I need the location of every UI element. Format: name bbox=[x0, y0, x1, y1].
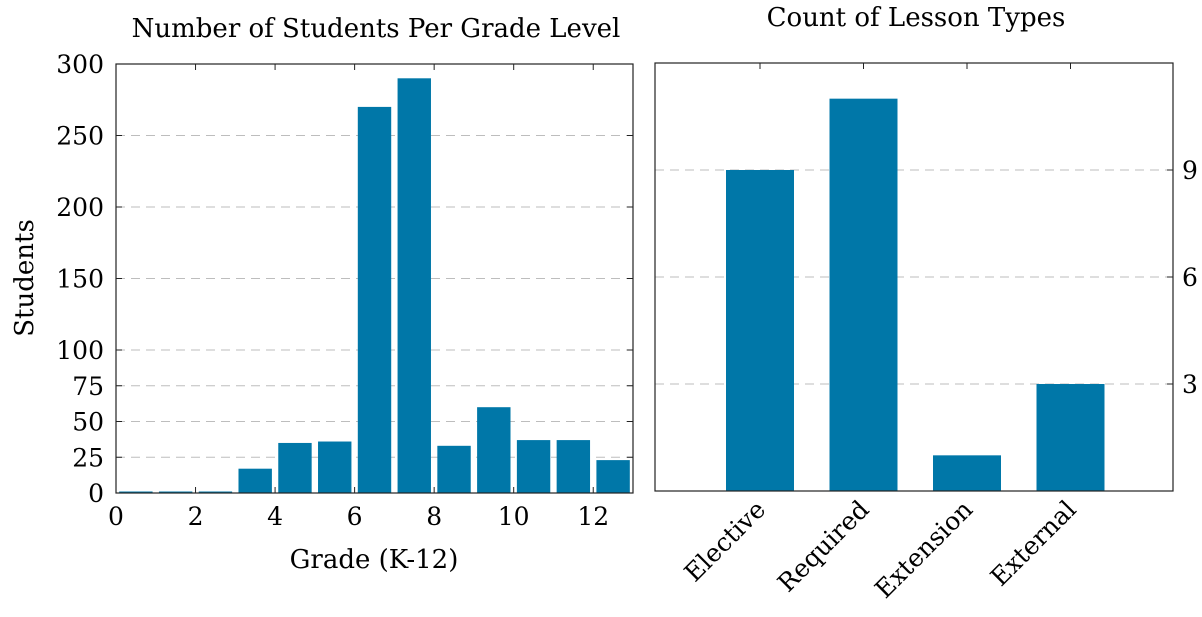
chart1-x-tick-label: 6 bbox=[347, 502, 363, 531]
chart1-x-ticks: 0 2 4 6 8 10 12 bbox=[108, 64, 609, 531]
lesson-types-chart: Count of Lesson Types 3 6 9 Elective Requir… bbox=[654, 3, 1198, 604]
chart2-y-tick-label: 6 bbox=[1182, 263, 1198, 292]
chart2-category-label: Elective bbox=[679, 495, 772, 588]
chart1-bar bbox=[278, 442, 312, 493]
chart2-top-ticks bbox=[759, 63, 1071, 69]
chart1-y-tick-label: 250 bbox=[56, 122, 104, 151]
chart1-bar bbox=[596, 460, 630, 493]
chart1-bar bbox=[477, 407, 511, 493]
chart2-category-label: Required bbox=[772, 495, 875, 598]
chart1-bar bbox=[357, 106, 392, 494]
chart2-category-label: Extension bbox=[869, 495, 978, 604]
chart1-bar bbox=[198, 491, 233, 493]
chart1-bar bbox=[556, 440, 591, 493]
chart1-bar bbox=[397, 78, 431, 494]
chart1-y-axis-label: Students bbox=[10, 219, 40, 337]
chart1-y-tick-label: 0 bbox=[88, 479, 104, 508]
chart2-title: Count of Lesson Types bbox=[767, 3, 1066, 33]
chart2-bar bbox=[829, 98, 898, 492]
chart1-bars bbox=[119, 78, 630, 494]
chart2-bars bbox=[726, 98, 1105, 492]
chart1-x-axis-label: Grade (K-12) bbox=[290, 545, 459, 575]
chart1-y-tick-label: 75 bbox=[72, 372, 104, 401]
chart1-bar bbox=[119, 491, 153, 493]
chart1-x-tick-label: 10 bbox=[498, 502, 530, 531]
chart2-bar bbox=[1036, 384, 1105, 491]
chart2-bar bbox=[726, 170, 794, 491]
chart2-y-tick-label: 9 bbox=[1182, 156, 1198, 185]
chart1-bar bbox=[158, 491, 193, 493]
chart2-y-tick-label: 3 bbox=[1182, 370, 1198, 399]
chart1-x-tick-label: 8 bbox=[426, 502, 442, 531]
chart2-category-label: External bbox=[985, 495, 1082, 592]
chart1-y-tick-label: 150 bbox=[56, 265, 104, 294]
chart1-bar bbox=[516, 440, 551, 493]
chart1-x-tick-label: 4 bbox=[267, 502, 283, 531]
chart1-x-tick-label: 0 bbox=[108, 502, 124, 531]
chart1-y-tick-label: 200 bbox=[56, 193, 104, 222]
grade-level-chart: Number of Students Per Grade Level 0 2 4 6 8… bbox=[10, 14, 634, 575]
chart1-bar bbox=[238, 468, 272, 493]
chart1-y-tick-label: 50 bbox=[72, 408, 104, 437]
chart1-y-ticks: 0 25 50 75 100 150 200 250 300 bbox=[56, 50, 633, 508]
chart2-gridlines bbox=[655, 169, 1173, 385]
chart1-title: Number of Students Per Grade Level bbox=[132, 14, 621, 44]
chart1-y-tick-label: 25 bbox=[72, 443, 104, 472]
chart1-bar bbox=[437, 445, 471, 493]
chart1-y-tick-label: 100 bbox=[56, 336, 104, 365]
chart2-bar bbox=[933, 455, 1001, 491]
chart1-x-tick-label: 2 bbox=[188, 502, 204, 531]
chart1-y-tick-label: 300 bbox=[56, 50, 104, 79]
chart2-y-ticks: 3 6 9 bbox=[1167, 156, 1198, 399]
chart1-bar bbox=[318, 441, 352, 493]
chart1-x-tick-label: 12 bbox=[577, 502, 609, 531]
